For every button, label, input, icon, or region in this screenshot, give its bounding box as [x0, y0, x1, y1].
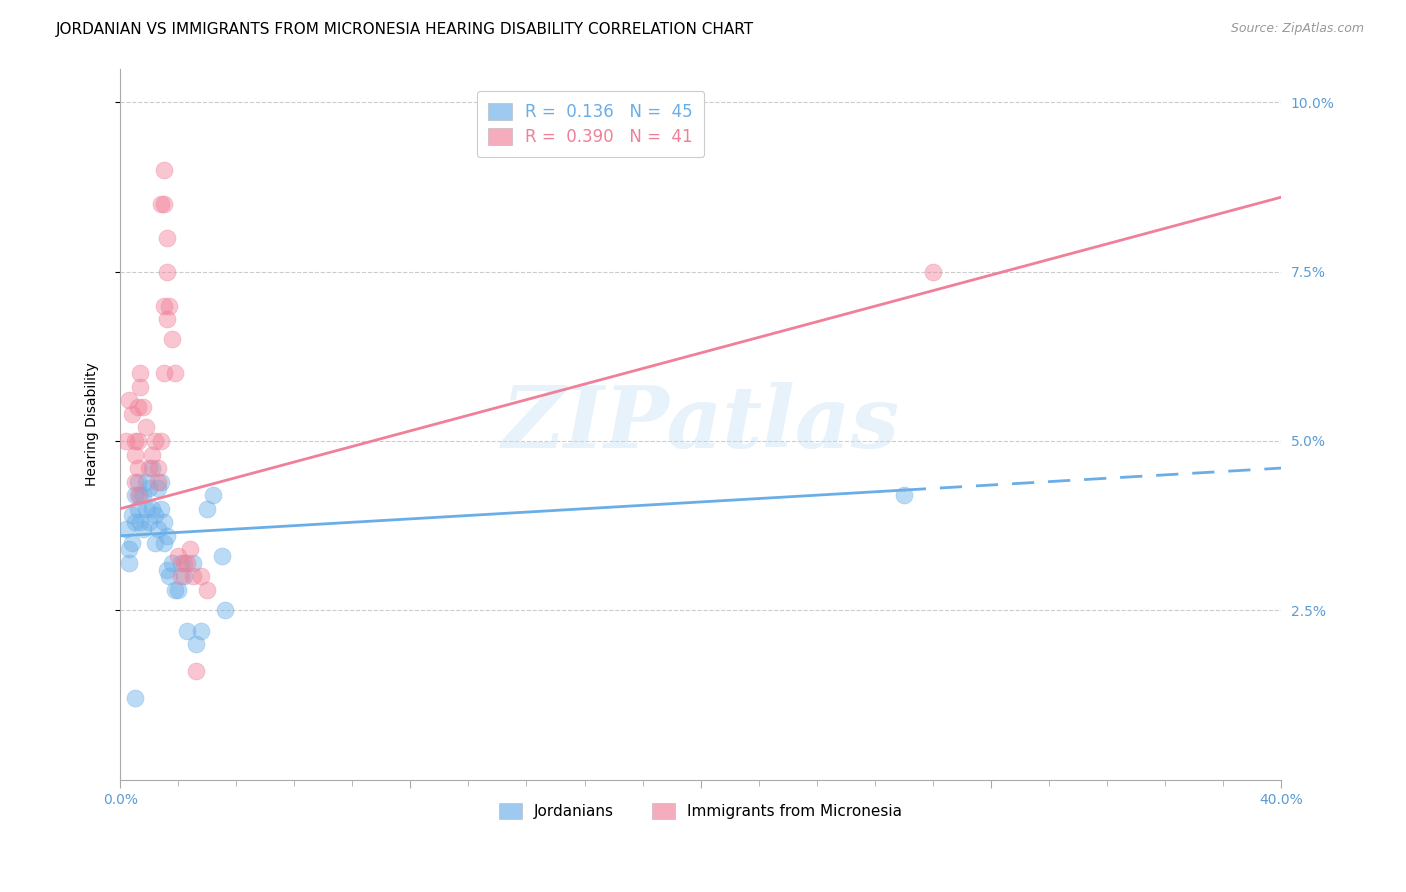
Point	[149, 434, 172, 448]
Point	[143, 434, 166, 448]
Point	[159, 299, 181, 313]
Point	[118, 556, 141, 570]
Point	[190, 569, 212, 583]
Point	[135, 475, 157, 489]
Point	[124, 488, 146, 502]
Point	[152, 197, 174, 211]
Point	[167, 549, 190, 563]
Point	[135, 501, 157, 516]
Point	[124, 434, 146, 448]
Point	[127, 475, 149, 489]
Point	[165, 582, 187, 597]
Point	[143, 535, 166, 549]
Point	[149, 197, 172, 211]
Point	[170, 556, 193, 570]
Y-axis label: Hearing Disability: Hearing Disability	[86, 362, 100, 486]
Point	[152, 515, 174, 529]
Point	[173, 569, 195, 583]
Point	[135, 420, 157, 434]
Point	[146, 475, 169, 489]
Point	[152, 535, 174, 549]
Point	[211, 549, 233, 563]
Point	[124, 475, 146, 489]
Point	[124, 448, 146, 462]
Point	[214, 603, 236, 617]
Point	[138, 461, 160, 475]
Point	[118, 393, 141, 408]
Point	[170, 569, 193, 583]
Point	[124, 515, 146, 529]
Point	[184, 665, 207, 679]
Point	[195, 582, 218, 597]
Point	[121, 407, 143, 421]
Point	[179, 542, 201, 557]
Point	[195, 501, 218, 516]
Point	[115, 434, 138, 448]
Point	[921, 265, 943, 279]
Point	[155, 231, 177, 245]
Point	[152, 299, 174, 313]
Point	[176, 624, 198, 638]
Point	[129, 366, 152, 380]
Legend: Jordanians, Immigrants from Micronesia: Jordanians, Immigrants from Micronesia	[492, 797, 908, 825]
Point	[155, 529, 177, 543]
Point	[127, 434, 149, 448]
Point	[155, 563, 177, 577]
Point	[149, 475, 172, 489]
Point	[181, 556, 204, 570]
Text: ZIPatlas: ZIPatlas	[502, 383, 900, 466]
Point	[118, 542, 141, 557]
Text: JORDANIAN VS IMMIGRANTS FROM MICRONESIA HEARING DISABILITY CORRELATION CHART: JORDANIAN VS IMMIGRANTS FROM MICRONESIA …	[56, 22, 755, 37]
Point	[129, 515, 152, 529]
Point	[138, 482, 160, 496]
Point	[181, 569, 204, 583]
Point	[155, 265, 177, 279]
Point	[132, 522, 155, 536]
Point	[162, 333, 184, 347]
Point	[129, 380, 152, 394]
Point	[202, 488, 225, 502]
Point	[124, 691, 146, 706]
Point	[162, 556, 184, 570]
Point	[127, 461, 149, 475]
Point	[159, 569, 181, 583]
Point	[152, 163, 174, 178]
Point	[190, 624, 212, 638]
Point	[184, 637, 207, 651]
Point	[138, 515, 160, 529]
Point	[127, 488, 149, 502]
Point	[129, 488, 152, 502]
Point	[165, 366, 187, 380]
Point	[173, 556, 195, 570]
Point	[132, 488, 155, 502]
Text: Source: ZipAtlas.com: Source: ZipAtlas.com	[1230, 22, 1364, 36]
Point	[141, 448, 163, 462]
Point	[115, 522, 138, 536]
Point	[893, 488, 915, 502]
Point	[167, 582, 190, 597]
Point	[141, 461, 163, 475]
Point	[146, 522, 169, 536]
Point	[149, 501, 172, 516]
Point	[127, 400, 149, 414]
Point	[121, 508, 143, 523]
Point	[143, 508, 166, 523]
Point	[132, 400, 155, 414]
Point	[121, 535, 143, 549]
Point	[127, 501, 149, 516]
Point	[146, 461, 169, 475]
Point	[141, 501, 163, 516]
Point	[152, 366, 174, 380]
Point	[155, 312, 177, 326]
Point	[176, 556, 198, 570]
Point	[146, 482, 169, 496]
